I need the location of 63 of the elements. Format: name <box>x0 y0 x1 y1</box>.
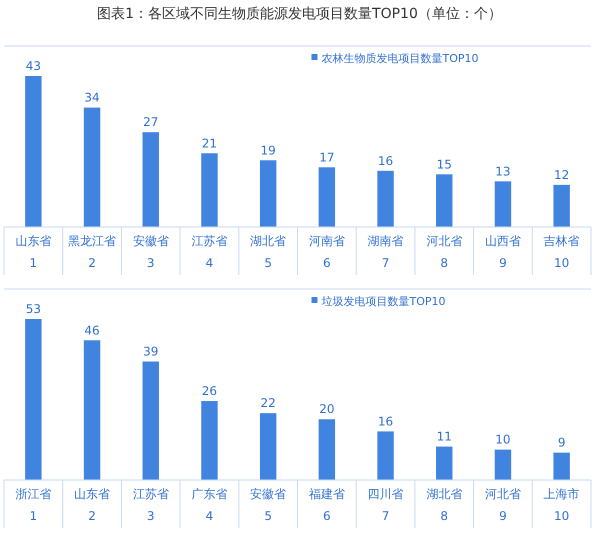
data-label: 17 <box>319 150 334 164</box>
data-label: 21 <box>202 136 218 150</box>
x-tick-label: 安徽省 5 <box>250 487 286 523</box>
data-label: 26 <box>202 384 218 398</box>
data-label: 15 <box>436 157 452 172</box>
x-tick-label: 广东省 4 <box>191 487 228 523</box>
bar <box>377 431 394 480</box>
data-label: 46 <box>84 323 100 338</box>
data-label: 20 <box>319 402 334 416</box>
data-label: 12 <box>554 168 570 182</box>
bar <box>25 319 42 480</box>
data-label: 27 <box>143 115 158 130</box>
x-tick-label: 河北省 9 <box>484 487 521 523</box>
x-tick-label: 浙江省 1 <box>15 487 52 523</box>
bar <box>142 362 159 480</box>
x-tick-label: 四川省 7 <box>368 487 404 523</box>
x-tick-label: 黑龙江省 2 <box>68 234 116 270</box>
data-label: 34 <box>84 90 100 105</box>
bar <box>436 446 452 480</box>
data-label: 10 <box>495 432 511 447</box>
x-tick-label: 河南省 6 <box>308 234 345 270</box>
bar <box>377 170 394 227</box>
x-tick-label: 湖北省 8 <box>426 487 462 523</box>
x-tick-label: 山东省 1 <box>15 234 52 270</box>
x-tick-label: 湖北省 5 <box>250 234 286 270</box>
data-label: 39 <box>143 344 158 359</box>
legend-label: 农林生物质发电项目数量TOP10 <box>321 52 478 65</box>
data-label: 22 <box>260 396 276 410</box>
x-tick-label: 上海市 10 <box>544 487 580 523</box>
data-label: 53 <box>26 302 41 316</box>
data-label: 13 <box>495 164 511 178</box>
data-label: 11 <box>436 430 452 444</box>
bar <box>84 340 100 480</box>
data-label: 19 <box>260 143 276 158</box>
bar <box>318 419 336 480</box>
data-label: 9 <box>558 436 566 450</box>
data-label: 43 <box>26 59 41 73</box>
bar <box>436 174 452 227</box>
data-label: 16 <box>378 414 394 428</box>
x-tick-label: 湖南省 7 <box>368 234 404 270</box>
x-tick-label: 江苏省 4 <box>191 234 228 270</box>
bar <box>553 452 570 480</box>
bar <box>201 153 218 227</box>
x-tick-label: 山东省 2 <box>74 487 110 523</box>
bar <box>260 413 276 480</box>
bar <box>318 167 336 227</box>
chart-title: 图表1：各区域不同生物质能源发电项目数量TOP10（单位：个） <box>97 6 502 22</box>
x-tick-label: 安徽省 3 <box>132 234 169 270</box>
x-tick-label: 江苏省 3 <box>132 487 169 523</box>
bar <box>494 181 512 227</box>
bar <box>553 184 570 227</box>
bar <box>142 132 159 227</box>
x-tick-label: 山西省 9 <box>484 234 521 270</box>
bar <box>25 76 42 227</box>
x-tick-label: 吉林省 10 <box>544 234 580 270</box>
bar <box>494 450 512 480</box>
x-tick-label: 福建省 6 <box>308 487 345 523</box>
bar <box>260 160 276 227</box>
bar <box>84 108 100 227</box>
legend-label: 垃圾发电项目数量TOP10 <box>320 295 446 308</box>
x-tick-label: 河北省 8 <box>426 234 462 270</box>
bar <box>201 401 218 480</box>
data-label: 16 <box>378 154 394 168</box>
